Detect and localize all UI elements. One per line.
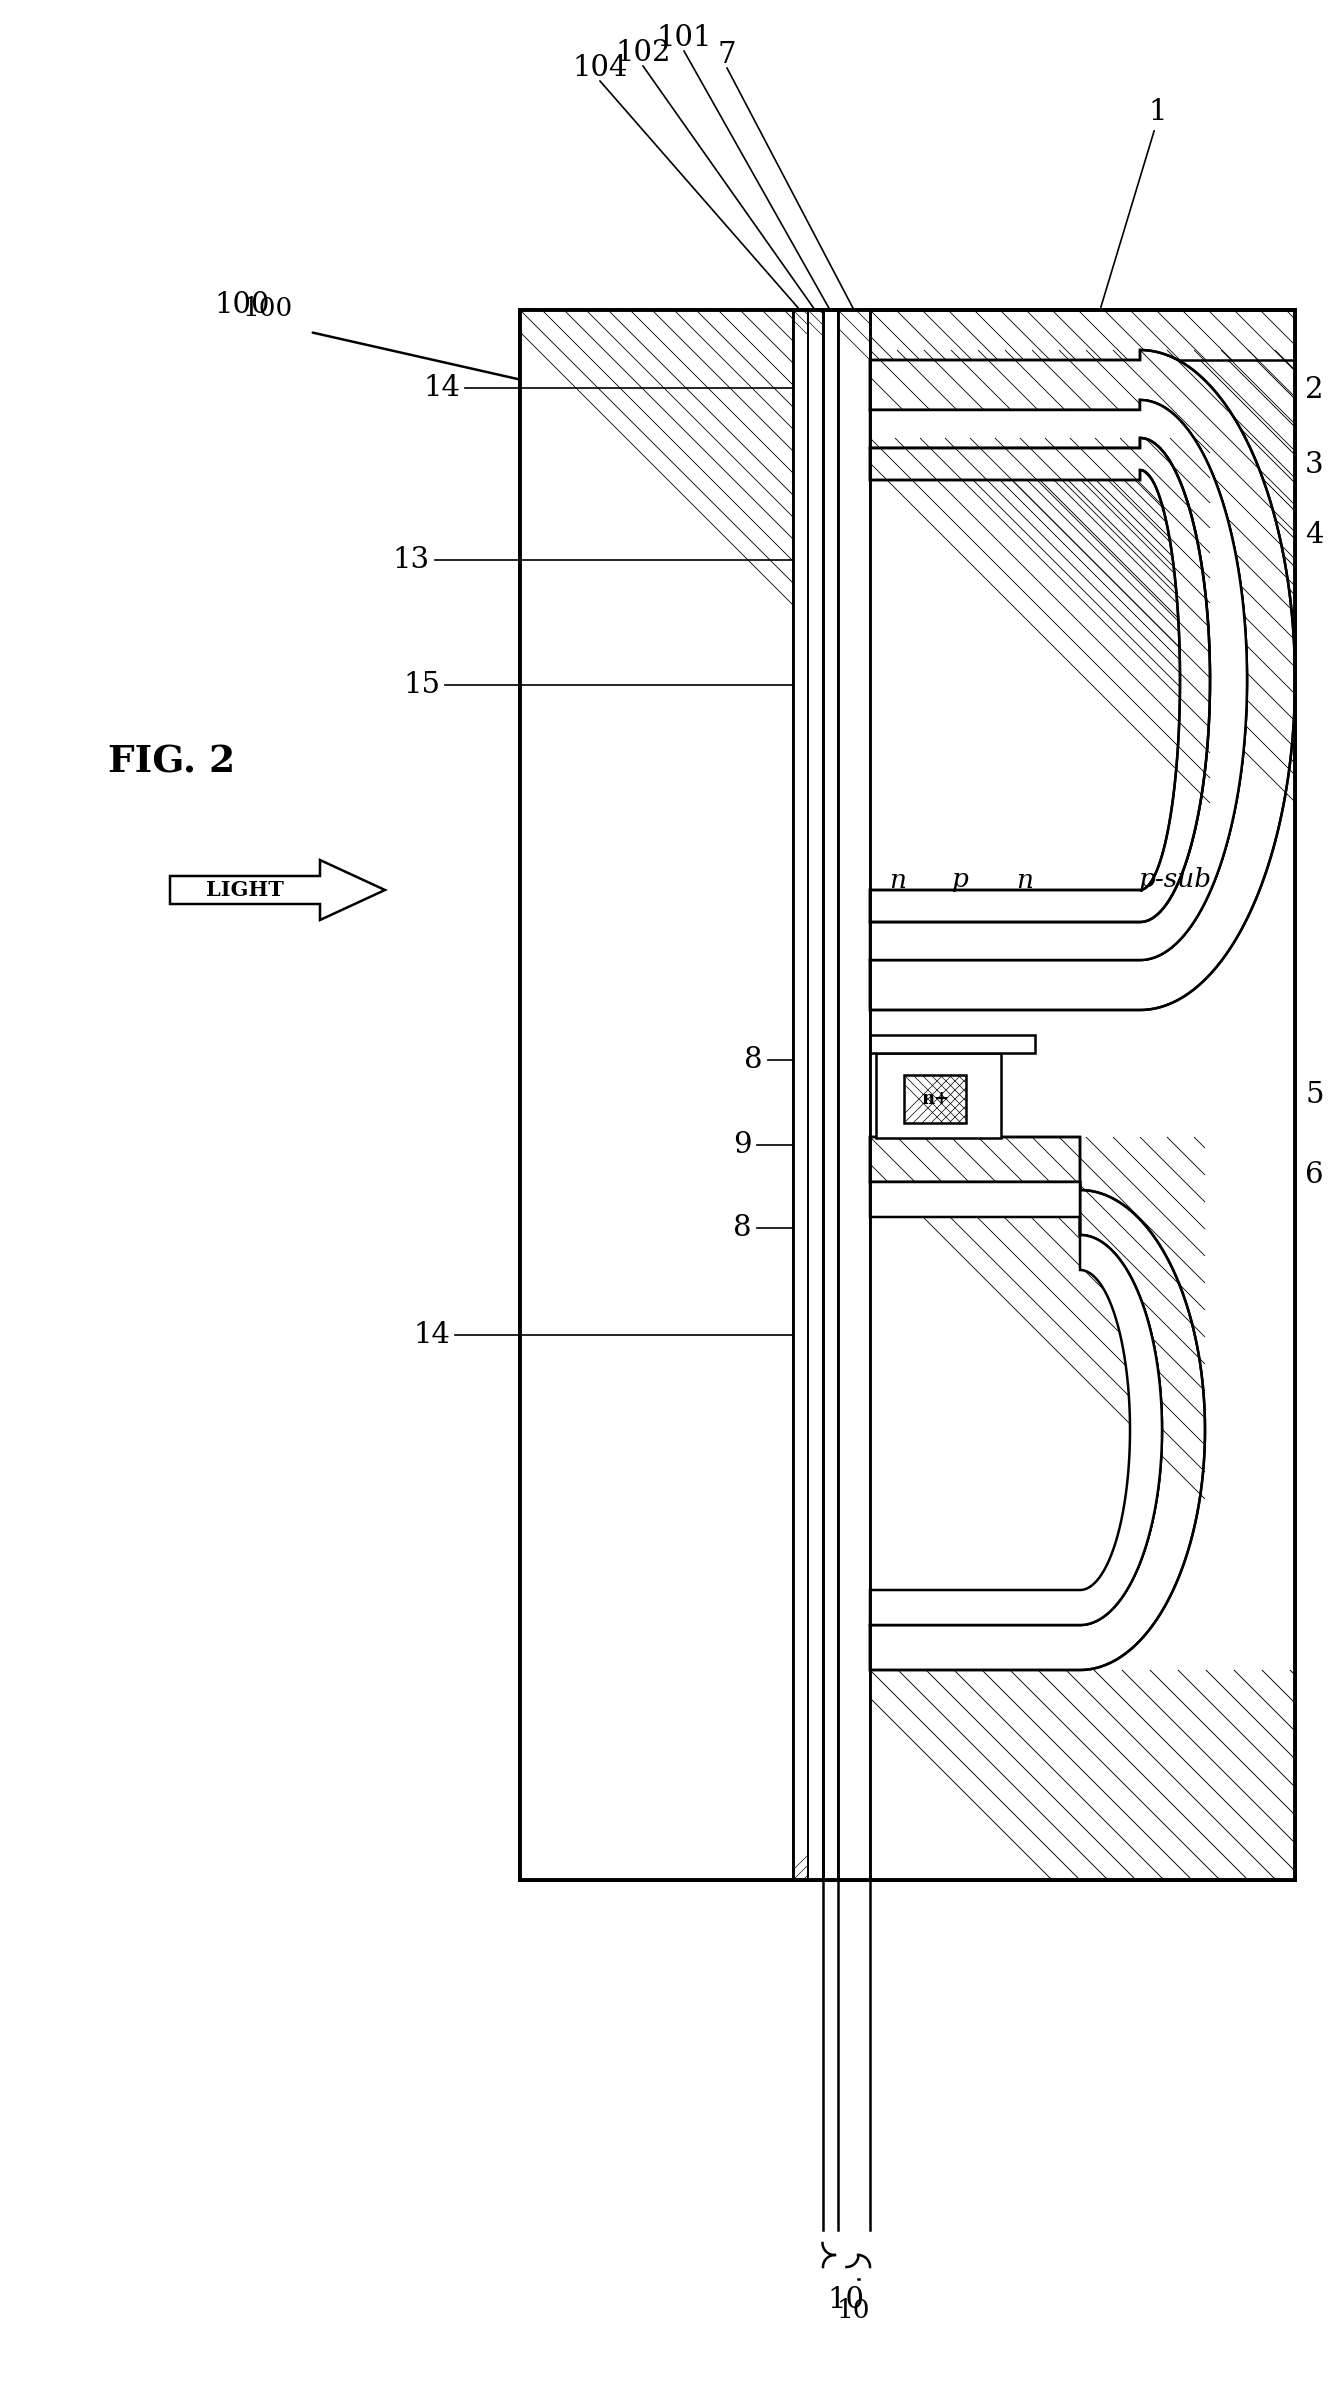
Text: 100: 100 [215,291,271,320]
Text: 100: 100 [243,296,293,320]
Text: 1: 1 [1149,98,1168,126]
Text: LIGHT: LIGHT [207,880,284,899]
Polygon shape [870,351,1294,1009]
Bar [520,310,793,1879]
Bar [870,1670,1294,1879]
Text: n: n [889,868,906,892]
Text: n+: n+ [921,1090,949,1109]
Bar [793,310,870,1879]
Text: 102: 102 [616,38,670,67]
Text: 9: 9 [733,1130,752,1159]
Bar [808,310,822,1879]
Polygon shape [870,1183,1162,1624]
Polygon shape [870,439,1210,923]
Polygon shape [870,1138,1205,1670]
Text: p: p [952,868,969,892]
Bar [870,310,1294,1879]
Bar [520,310,1294,1879]
Text: 13: 13 [393,546,431,575]
Text: 10: 10 [828,2285,865,2313]
Bar [870,310,1294,360]
Text: 15: 15 [403,670,440,699]
Text: 6: 6 [1305,1161,1324,1190]
Bar [870,1035,1034,1054]
Text: 8: 8 [744,1047,762,1073]
Text: p-sub: p-sub [1138,868,1212,892]
Bar [904,1076,966,1123]
Bar [520,310,1294,1879]
Text: 104: 104 [572,55,628,81]
Text: 4: 4 [1305,520,1324,549]
Text: FIG. 2: FIG. 2 [108,744,235,780]
Text: 7: 7 [717,41,736,69]
Bar [838,310,870,1879]
Text: 3: 3 [1305,451,1324,479]
Polygon shape [870,401,1246,961]
Text: 101: 101 [656,24,712,52]
Bar [876,1054,1001,1138]
Polygon shape [171,861,385,921]
Text: 8: 8 [733,1214,752,1243]
Text: n: n [1017,868,1033,892]
Bar [822,310,838,1879]
Text: 14: 14 [413,1321,451,1350]
Text: 10: 10 [836,2297,869,2323]
Text: 14: 14 [423,374,460,403]
Bar [793,310,808,1879]
Text: 2: 2 [1305,377,1324,403]
Text: 5: 5 [1305,1080,1324,1109]
